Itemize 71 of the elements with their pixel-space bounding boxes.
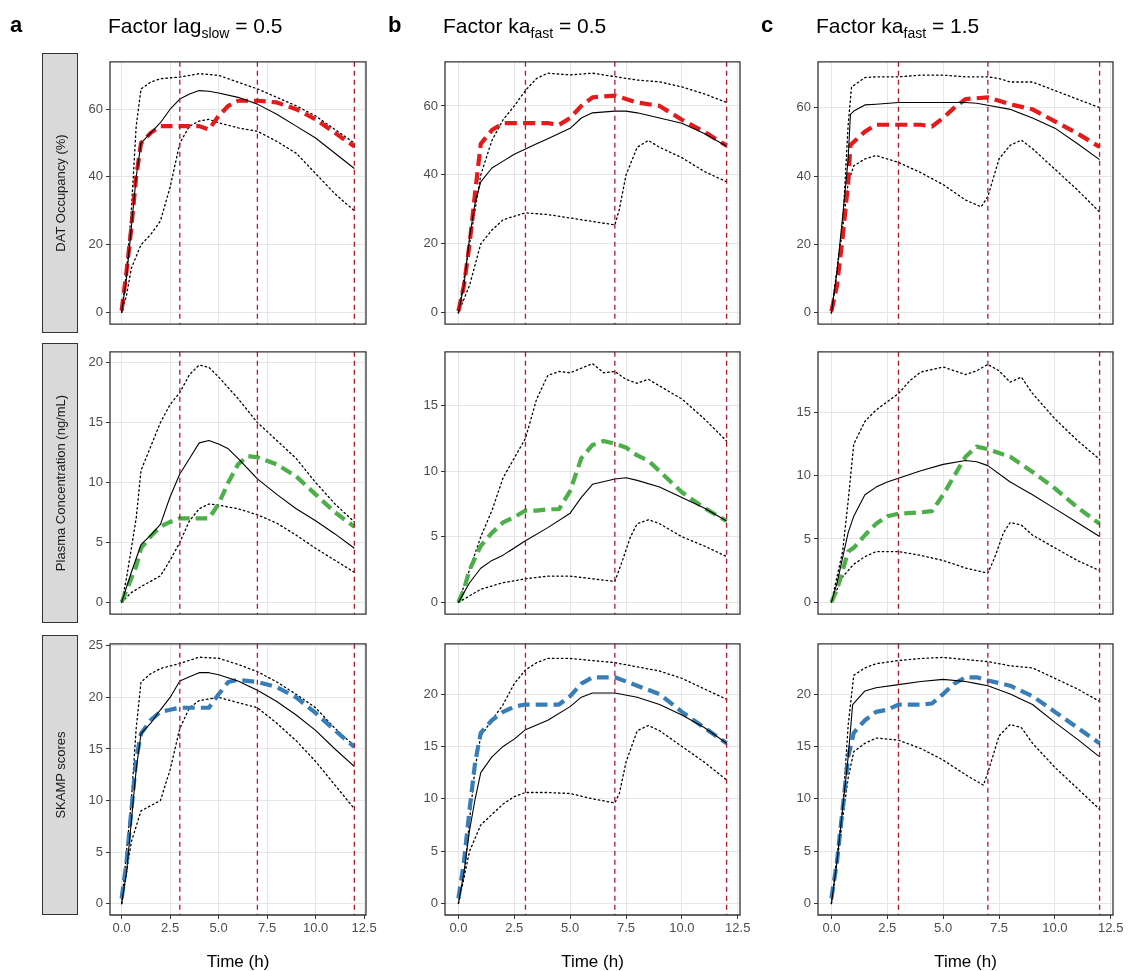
- y-tick-label: 15: [423, 737, 438, 753]
- y-tick-label: 10: [423, 462, 438, 478]
- y-tick-label: 20: [423, 685, 438, 701]
- x-tick-label: 12.5: [1098, 920, 1124, 936]
- y-tick-label: 0: [430, 593, 438, 609]
- text: c: [761, 12, 774, 37]
- y-axis-title: Plasma Concentration (ng/mL): [52, 394, 68, 572]
- chart-title: Factor ka$_{fast}$ = 0.5: [443, 14, 607, 41]
- x-tick-label: 2.5: [505, 920, 524, 936]
- y-tick-label: 10: [88, 792, 103, 808]
- y-tick-label: 0: [430, 895, 438, 911]
- y-tick-label: 15: [423, 397, 438, 413]
- y-tick-label: 0: [803, 593, 811, 609]
- chart-title: Factor ka$_{fast}$ = 1.5: [816, 14, 980, 41]
- x-tick-label: 7.5: [989, 920, 1009, 936]
- x-axis-title: Time (h): [934, 952, 997, 971]
- x-tick-label: 10.0: [1042, 920, 1068, 936]
- y-tick-label: 60: [423, 97, 438, 113]
- x-tick-label: 0.0: [449, 920, 468, 936]
- y-tick-label: 0: [95, 303, 103, 319]
- y-tick-label: 60: [88, 100, 103, 116]
- y-tick-label: 15: [88, 414, 103, 430]
- x-tick-label: 10.0: [302, 920, 329, 936]
- y-tick-label: 0: [803, 304, 811, 320]
- y-tick-label: 10: [796, 790, 811, 806]
- y-tick-label: 20: [796, 236, 811, 252]
- y-tick-label: 5: [430, 528, 438, 544]
- x-tick-label: 10.0: [669, 920, 695, 936]
- y-tick-label: 10: [88, 473, 103, 489]
- y-tick-label: 5: [430, 842, 438, 858]
- y-tick-label: 10: [423, 790, 438, 806]
- text: b: [388, 12, 402, 37]
- x-tick-label: 7.5: [616, 920, 636, 936]
- y-tick-label: 5: [95, 533, 103, 549]
- x-tick-label: 7.5: [258, 920, 277, 936]
- chart-title: Factor lag$_{slow}$ = 0.5: [108, 14, 283, 41]
- y-tick-label: 20: [88, 354, 103, 370]
- x-tick-label: 2.5: [878, 920, 897, 936]
- y-tick-label: 0: [430, 304, 438, 320]
- text: a: [10, 12, 23, 37]
- y-axis-title: SKAMP scores: [52, 731, 68, 819]
- y-tick-label: 40: [88, 168, 103, 184]
- x-tick-label: 0.0: [112, 920, 131, 936]
- x-tick-label: 5.0: [209, 920, 228, 936]
- y-tick-label: 20: [88, 689, 103, 704]
- x-tick-label: 5.0: [561, 920, 580, 936]
- y-tick-label: 20: [88, 236, 103, 252]
- y-axis-title: DAT Occupancy (%): [52, 134, 68, 252]
- y-tick-label: 5: [95, 843, 103, 859]
- x-axis-title: Time (h): [206, 952, 270, 971]
- y-tick-label: 40: [423, 166, 438, 182]
- y-tick-label: 40: [796, 167, 811, 183]
- x-tick-label: 12.5: [351, 920, 377, 936]
- x-tick-label: 2.5: [161, 920, 180, 936]
- y-tick-label: 0: [95, 895, 103, 911]
- y-tick-label: 60: [796, 99, 811, 115]
- y-tick-label: 0: [95, 593, 103, 609]
- y-tick-label: 15: [88, 740, 103, 756]
- y-tick-label: 0: [803, 895, 811, 911]
- y-tick-label: 20: [796, 685, 811, 701]
- x-tick-label: 5.0: [934, 920, 953, 936]
- y-tick-label: 20: [423, 235, 438, 251]
- x-axis-title: Time (h): [561, 952, 624, 971]
- x-tick-label: 12.5: [725, 920, 751, 936]
- x-tick-label: 0.0: [822, 920, 841, 936]
- y-tick-label: 5: [803, 530, 811, 546]
- y-tick-label: 5: [803, 842, 811, 858]
- y-tick-label: 15: [796, 737, 811, 753]
- y-tick-label: 10: [796, 467, 811, 483]
- y-tick-label: 25: [88, 637, 103, 653]
- y-tick-label: 15: [796, 404, 811, 420]
